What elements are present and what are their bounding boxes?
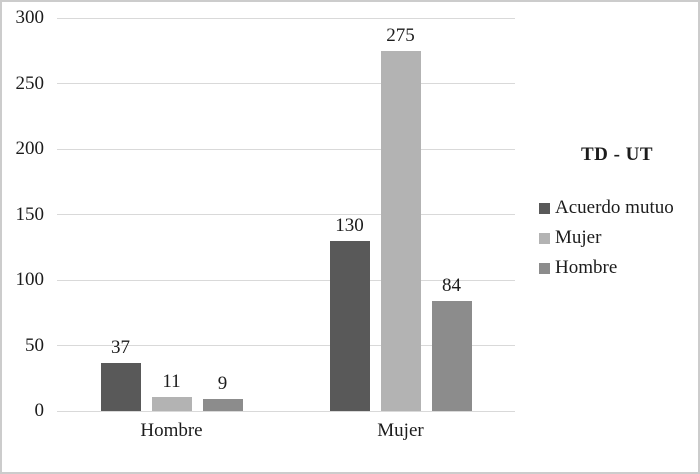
y-gridline [57,279,515,281]
bar-hombre-hombre [202,399,243,411]
y-axis-tick-label: 300 [15,7,45,28]
y-gridline [57,83,515,84]
y-axis-tick-label: 200 [15,138,45,159]
legend-swatch [539,202,550,214]
bar-value-label: 130 [335,214,364,236]
legend-item: Acuerdo mutuo [539,193,695,223]
bar-mujer-hombre [151,396,192,411]
legend-swatch [539,262,550,274]
y-axis-tick-label: 0 [34,400,45,421]
legend-swatch [539,232,550,244]
y-axis-tick-label: 100 [15,269,45,290]
x-axis-category-label: Hombre [140,420,203,441]
bar-value-label: 84 [442,274,461,296]
y-gridline [57,214,515,215]
legend-item-label: Acuerdo mutuo [555,197,674,218]
legend-title: TD - UT [580,144,654,165]
legend-item-label: Hombre [555,257,618,278]
y-axis-tick-label: 250 [15,72,45,94]
y-gridline [57,17,515,19]
legend-item-label: Mujer [555,227,602,248]
bar-value-label: 275 [386,24,415,46]
bar-hombre-mujer [431,300,472,411]
y-axis-tick-label: 50 [25,334,44,356]
x-axis-category-label: Mujer [377,420,424,441]
y-gridline [57,148,515,150]
legend-item: Hombre [539,253,695,283]
bar-acuerdo-mutuo-hombre [100,362,141,411]
bar-mujer-mujer [380,50,421,411]
legend: TD - UT Acuerdo mutuo Mujer Hombre [539,144,695,283]
bar-value-label: 11 [162,370,181,392]
y-gridline [57,410,515,412]
bar-acuerdo-mutuo-mujer [329,240,370,411]
y-gridline [57,345,515,346]
legend-item: Mujer [539,223,695,253]
y-axis-tick-label: 150 [15,203,45,225]
bar-value-label: 9 [217,373,228,395]
legend-items: Acuerdo mutuo Mujer Hombre [539,193,695,283]
bar-value-label: 37 [111,336,130,358]
